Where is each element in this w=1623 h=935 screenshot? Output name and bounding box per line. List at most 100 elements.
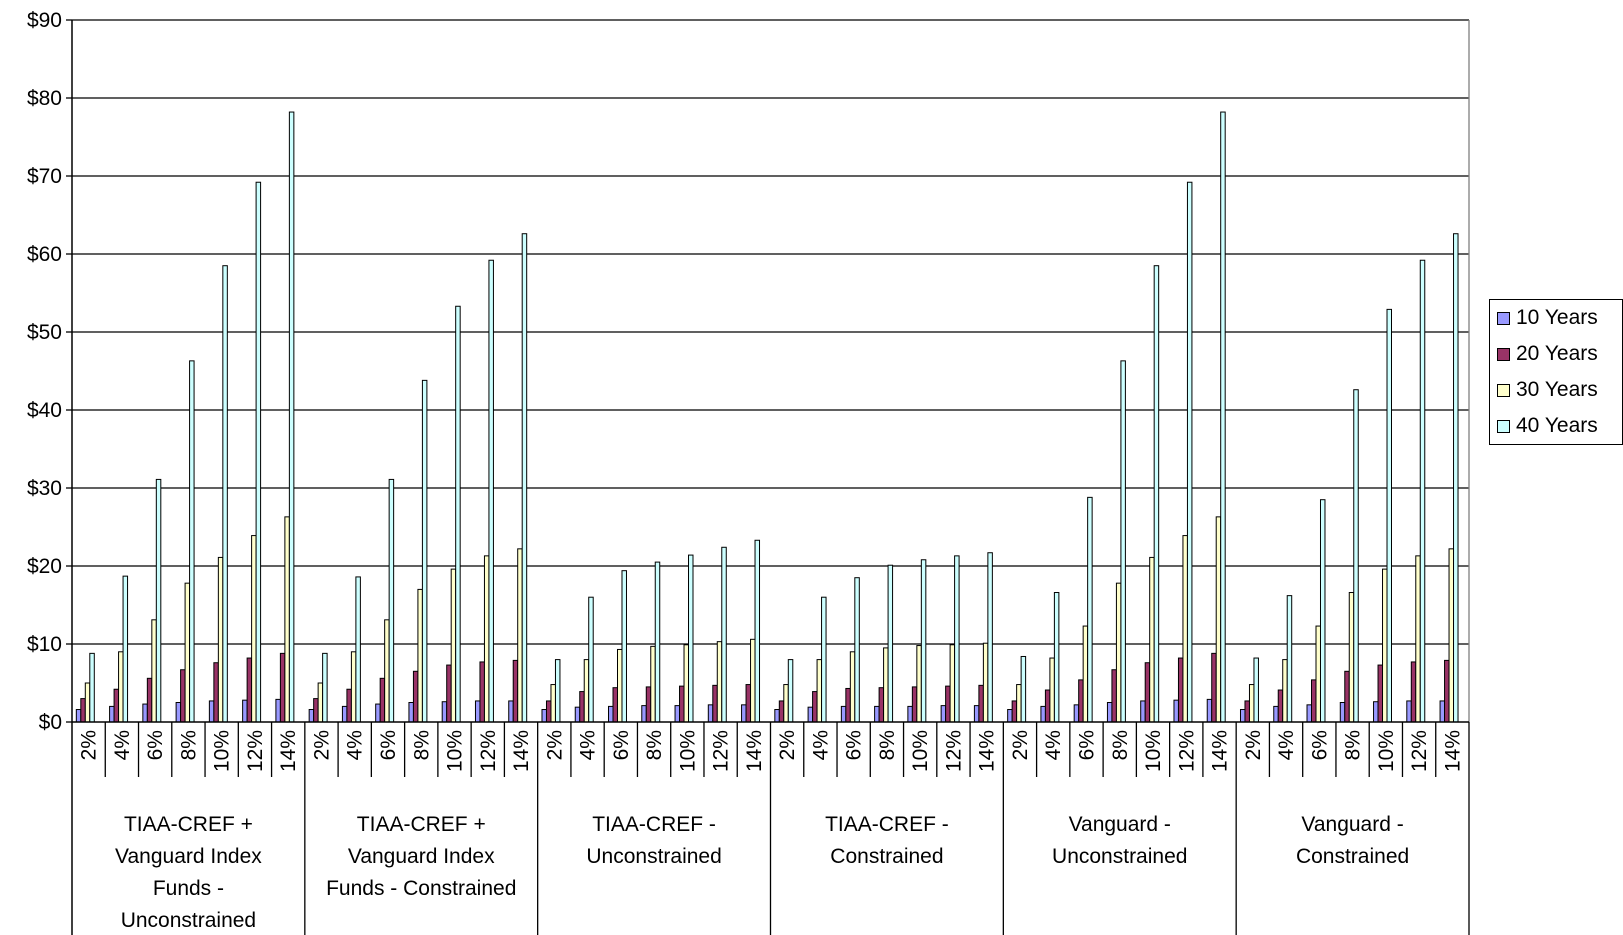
bar-20-years xyxy=(246,657,253,723)
bar-10-years xyxy=(1106,702,1113,723)
bar-30-years xyxy=(1215,516,1222,723)
bar-10-years xyxy=(741,704,747,723)
bar-30-years xyxy=(1182,535,1188,723)
category-label: 8% xyxy=(177,730,200,760)
category-label: 6% xyxy=(1075,730,1098,760)
bar-30-years xyxy=(517,548,523,723)
group-label: TIAA-CREF - xyxy=(825,813,949,836)
bar-10-years xyxy=(275,698,281,723)
bar-20-years xyxy=(1344,670,1350,723)
category-label: 12% xyxy=(244,730,267,772)
bar-30-years xyxy=(184,582,191,723)
bar-30-years xyxy=(284,516,290,723)
bar-40-years xyxy=(1220,111,1226,723)
group-label: Vanguard Index xyxy=(115,845,262,868)
category-label: 2% xyxy=(776,730,799,760)
bar-20-years xyxy=(679,685,685,723)
bar-40-years xyxy=(1186,181,1193,723)
bar-20-years xyxy=(346,688,352,723)
bar-30-years xyxy=(1415,555,1421,723)
bar-40-years xyxy=(122,575,129,723)
bar-40-years xyxy=(920,559,927,723)
category-label: 2% xyxy=(1009,730,1032,760)
bar-40-years xyxy=(954,555,960,723)
bar-10-years xyxy=(1206,698,1213,723)
bar-30-years xyxy=(617,648,623,723)
bar-30-years xyxy=(1315,625,1321,723)
bar-10-years xyxy=(840,705,847,723)
category-label: 10% xyxy=(211,730,234,772)
bar-40-years xyxy=(1353,389,1359,723)
category-label: 10% xyxy=(1142,730,1165,772)
legend-label-40-years: 40 Years xyxy=(1516,414,1598,437)
bar-20-years xyxy=(845,687,851,723)
bar-30-years xyxy=(916,645,922,723)
bar-30-years xyxy=(583,659,590,723)
bar-40-years xyxy=(1286,595,1293,723)
y-tick-label: $50 xyxy=(27,321,62,344)
bar-30-years xyxy=(1348,592,1355,723)
category-label: 2% xyxy=(1242,730,1265,760)
category-label: 12% xyxy=(942,730,965,772)
bar-40-years xyxy=(721,546,727,723)
bar-10-years xyxy=(1173,699,1179,723)
y-tick-label: $30 xyxy=(27,477,62,500)
bar-10-years xyxy=(807,706,814,723)
y-tick-label: $20 xyxy=(27,555,62,578)
bar-30-years xyxy=(716,641,723,723)
category-label: 10% xyxy=(909,730,932,772)
bar-40-years xyxy=(1087,496,1093,723)
bar-10-years xyxy=(774,709,780,723)
category-label: 10% xyxy=(676,730,699,772)
category-label: 14% xyxy=(510,730,533,772)
bar-20-years xyxy=(379,677,386,723)
bar-10-years xyxy=(75,709,82,723)
bar-20-years xyxy=(412,670,419,723)
group-label: Unconstrained xyxy=(1052,845,1187,868)
bar-40-years xyxy=(1020,655,1027,723)
bar-10-years xyxy=(208,700,215,723)
bar-40-years xyxy=(521,233,528,723)
legend-label-20-years: 20 Years xyxy=(1516,342,1598,365)
category-label: 12% xyxy=(1408,730,1431,772)
gridlines xyxy=(72,19,1469,645)
bar-10-years xyxy=(707,704,714,723)
bar-30-years xyxy=(982,642,989,723)
bar-40-years xyxy=(887,564,894,723)
bar-20-years xyxy=(945,685,951,723)
bar-40-years xyxy=(421,379,428,723)
category-label: 12% xyxy=(1175,730,1198,772)
bar-40-years xyxy=(388,478,395,723)
y-tick-label: $80 xyxy=(27,87,62,110)
bar-20-years xyxy=(911,686,918,723)
bar-20-years xyxy=(446,664,452,723)
bar-20-years xyxy=(479,661,485,723)
bar-10-years xyxy=(308,709,315,723)
bar-30-years xyxy=(949,644,956,723)
bar-10-years xyxy=(1073,704,1080,723)
legend-label-10-years: 10 Years xyxy=(1516,306,1598,329)
bar-20-years xyxy=(579,691,585,723)
bar-30-years xyxy=(450,568,457,723)
bar-30-years xyxy=(84,682,91,723)
bar-10-years xyxy=(1040,705,1046,723)
bar-40-years xyxy=(754,539,761,723)
legend-item-20-years: 20 Years xyxy=(1497,341,1598,367)
y-tick-label: $0 xyxy=(39,711,62,734)
bar-20-years xyxy=(512,659,519,723)
bar-40-years xyxy=(588,596,594,723)
bar-20-years xyxy=(146,677,153,723)
legend-item-10-years: 10 Years xyxy=(1497,305,1598,331)
bar-10-years xyxy=(1140,700,1146,723)
group-label: Vanguard - xyxy=(1069,813,1171,836)
bar-30-years xyxy=(1049,657,1055,723)
bar-10-years xyxy=(874,705,880,723)
bar-20-years xyxy=(812,691,818,723)
bar-40-years xyxy=(1386,308,1393,723)
bar-20-years xyxy=(1011,700,1018,723)
bar-40-years xyxy=(189,360,195,723)
bar-10-years xyxy=(375,703,381,723)
category-label: 12% xyxy=(710,730,733,772)
bar-30-years xyxy=(783,684,789,723)
bar-40-years xyxy=(1053,592,1060,723)
